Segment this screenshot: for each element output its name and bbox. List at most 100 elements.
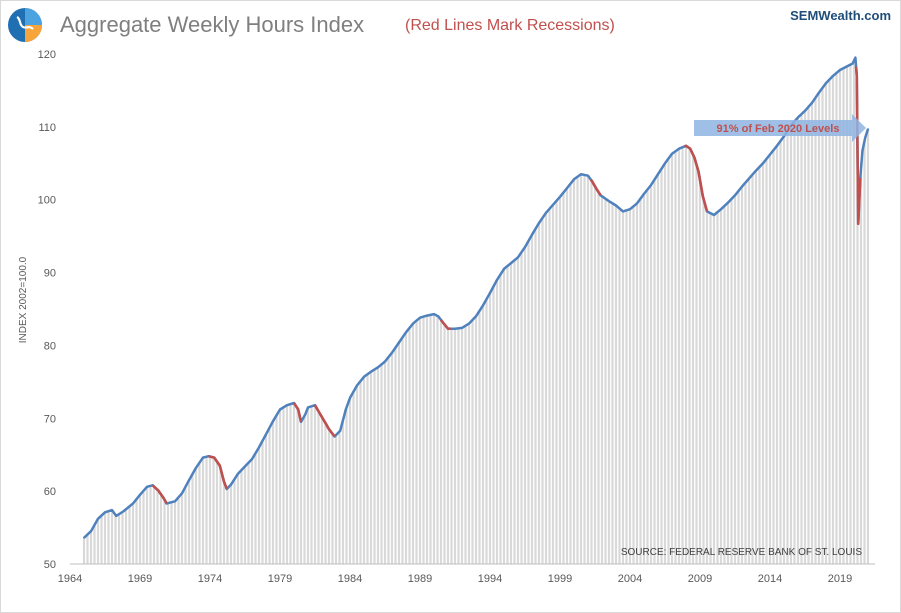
annotation-arrow-shape (694, 114, 866, 142)
data-point (503, 268, 505, 270)
data-point (804, 109, 806, 112)
data-point (741, 185, 743, 188)
brand-link[interactable]: SEMWealth.com (790, 8, 891, 23)
y-tick-label: 80 (44, 340, 56, 352)
data-point (854, 56, 857, 59)
data-point (559, 195, 561, 198)
data-point (839, 69, 841, 71)
data-point (174, 500, 176, 503)
recession-segment (292, 402, 303, 423)
data-point (339, 429, 342, 432)
data-point (83, 536, 85, 539)
data-point (344, 408, 347, 411)
y-tick-label: 100 (38, 195, 56, 207)
data-point (636, 202, 638, 205)
data-point (286, 404, 288, 407)
data-point (419, 316, 421, 319)
data-point (188, 479, 190, 482)
data-point (272, 420, 274, 423)
x-axis-ticks: 1964 1969 1974 1979 1984 1989 1994 1999 2004 2009… (58, 573, 852, 585)
data-point (580, 173, 582, 176)
data-point (412, 322, 414, 325)
data-point (468, 322, 470, 325)
y-tick-label: 110 (38, 122, 56, 134)
x-tick-label: 1974 (198, 573, 222, 585)
x-tick-label: 2004 (618, 573, 642, 585)
data-point (755, 169, 757, 172)
x-tick-label: 2014 (758, 573, 782, 585)
data-point (650, 184, 652, 187)
data-point (608, 200, 610, 203)
data-point (258, 446, 260, 449)
x-tick-label: 1984 (338, 573, 362, 585)
data-point (762, 162, 764, 165)
data-point (475, 315, 477, 318)
data-point (377, 366, 379, 369)
data-point (664, 162, 666, 165)
y-tick-label: 50 (44, 559, 56, 571)
data-point (251, 458, 253, 460)
data-point (734, 194, 736, 197)
fill-bars (82, 60, 870, 564)
data-point (202, 456, 204, 459)
data-point (720, 208, 722, 211)
data-point (454, 327, 456, 330)
data-point (349, 396, 351, 399)
data-point (237, 472, 239, 475)
data-point (615, 204, 617, 207)
data-point (671, 152, 673, 155)
data-point (622, 210, 624, 213)
data-point (864, 136, 867, 139)
source-note: SOURCE: FEDERAL RESERVE BANK OF ST. LOUI… (621, 547, 863, 558)
data-point (573, 178, 575, 181)
data-point (265, 433, 267, 436)
data-point (776, 144, 778, 147)
data-point (489, 292, 491, 294)
chart-subtitle: (Red Lines Mark Recessions) (405, 17, 615, 34)
data-point (566, 187, 568, 189)
data-point (146, 485, 148, 488)
data-point (496, 278, 498, 281)
annotation-label: 91% of Feb 2020 Levels (717, 123, 840, 135)
data-point (832, 74, 834, 77)
data-point (363, 375, 365, 378)
data-point (304, 413, 307, 416)
data-point (727, 201, 729, 204)
data-point (769, 153, 771, 156)
x-tick-label: 1994 (478, 573, 502, 585)
recession-segment (589, 178, 602, 197)
x-tick-label: 1989 (408, 573, 432, 585)
data-point (398, 341, 400, 344)
chart-title: Aggregate Weekly Hours Index (60, 12, 365, 37)
x-tick-label: 1979 (268, 573, 292, 585)
data-point (104, 511, 106, 514)
data-point (426, 314, 428, 317)
recession-segment (854, 66, 862, 226)
data-point (230, 483, 232, 486)
y-axis-ticks: 50 60 70 80 90 100 110 120 (38, 49, 56, 571)
data-point (461, 327, 463, 329)
semwealth-logo-icon (8, 8, 42, 42)
x-tick-label: 2019 (828, 573, 852, 585)
data-point (538, 222, 540, 224)
data-point (111, 509, 113, 511)
data-point (678, 147, 680, 150)
recession-segment (313, 404, 336, 438)
x-tick-label: 1999 (548, 573, 572, 585)
data-point (279, 408, 281, 411)
data-point (139, 493, 141, 496)
data-point (181, 492, 183, 495)
y-tick-label: 70 (44, 413, 56, 425)
data-point (531, 233, 533, 236)
data-point (517, 256, 519, 259)
data-point (811, 101, 813, 104)
data-point (97, 517, 99, 520)
data-point (391, 351, 393, 354)
data-point (307, 406, 309, 409)
data-point (195, 466, 197, 469)
data-point (587, 174, 589, 177)
data-point (818, 91, 820, 94)
y-tick-label: 120 (38, 49, 56, 61)
data-point (244, 465, 246, 468)
data-point (713, 214, 715, 216)
